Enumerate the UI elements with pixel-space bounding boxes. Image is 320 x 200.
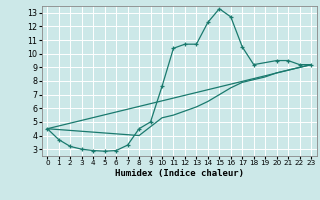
X-axis label: Humidex (Indice chaleur): Humidex (Indice chaleur) [115, 169, 244, 178]
